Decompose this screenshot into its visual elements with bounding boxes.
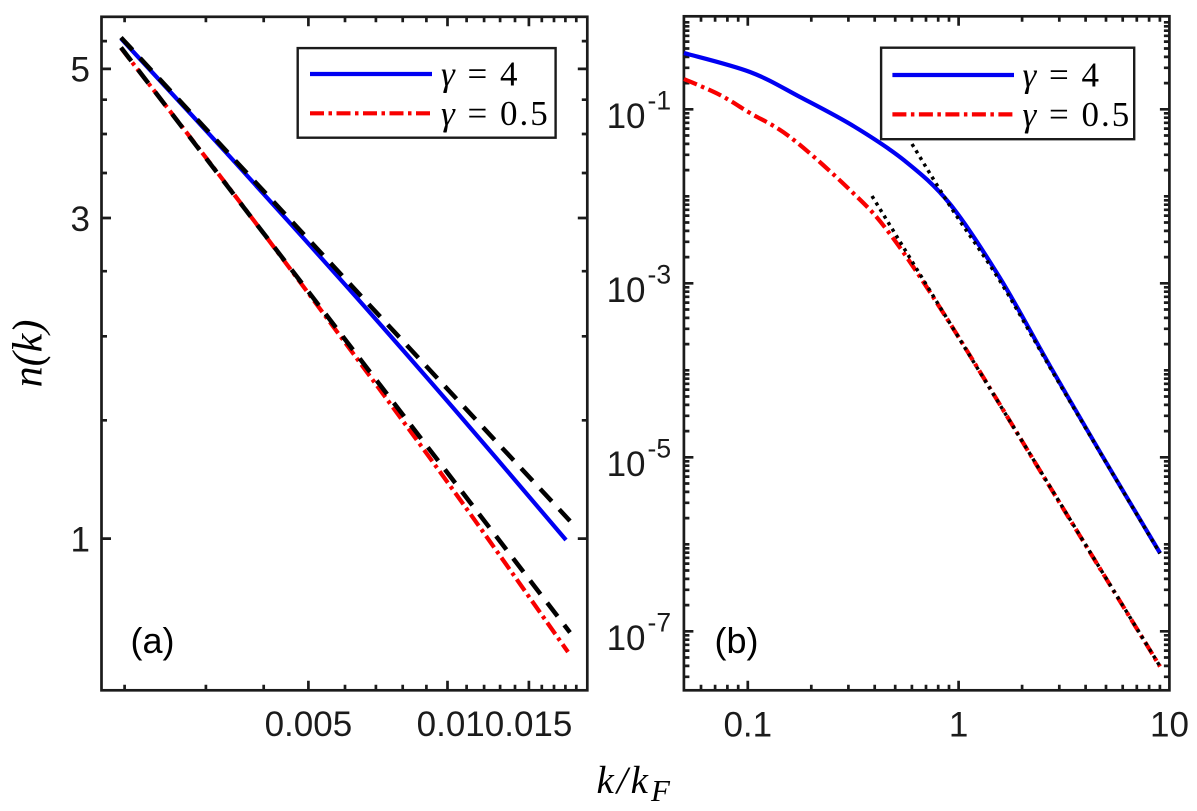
svg-text:0.005: 0.005 — [265, 705, 353, 744]
svg-text:-1: -1 — [648, 86, 672, 116]
svg-text:10: 10 — [607, 97, 646, 136]
svg-text:1: 1 — [71, 520, 90, 559]
svg-text:10: 10 — [607, 619, 646, 658]
svg-text:-5: -5 — [648, 434, 672, 464]
svg-text:-3: -3 — [648, 260, 672, 290]
svg-text:γ = 0.5: γ = 0.5 — [1023, 95, 1132, 134]
svg-text:3: 3 — [71, 200, 90, 239]
svg-text:n(k): n(k) — [6, 320, 52, 388]
svg-text:10: 10 — [607, 271, 646, 310]
svg-text:5: 5 — [71, 51, 90, 90]
svg-text:0.010.015: 0.010.015 — [417, 705, 573, 744]
svg-text:γ = 4: γ = 4 — [1023, 56, 1102, 95]
svg-text:10: 10 — [1150, 706, 1189, 745]
svg-text:(a): (a) — [131, 620, 175, 661]
svg-text:0.1: 0.1 — [723, 706, 772, 745]
svg-text:-7: -7 — [648, 608, 672, 638]
svg-text:γ = 4: γ = 4 — [441, 55, 520, 94]
svg-text:1: 1 — [949, 706, 968, 745]
svg-text:(b): (b) — [715, 620, 759, 661]
svg-text:10: 10 — [607, 445, 646, 484]
svg-text:γ = 0.5: γ = 0.5 — [441, 94, 550, 133]
